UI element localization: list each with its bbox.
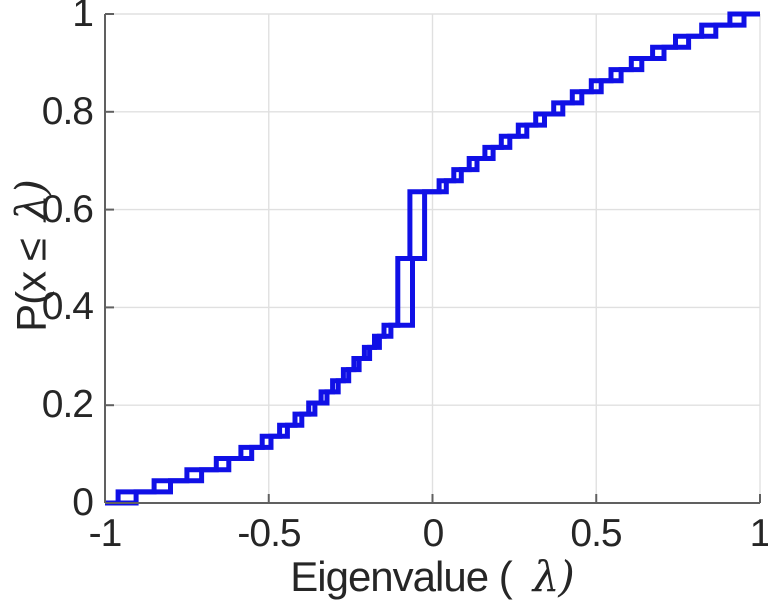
y-axis-tick-label: 1 <box>72 0 94 35</box>
x-axis-label: Eigenvalue ( λ) <box>290 552 575 600</box>
x-axis-tick-label: 0 <box>422 512 445 555</box>
y-axis-tick-label: 0.8 <box>41 90 94 133</box>
axis-lines <box>104 14 760 504</box>
x-axis-tick-label: 1 <box>749 512 768 555</box>
ecdf-curves <box>105 11 760 506</box>
x-axis-tick-label: -1 <box>88 512 123 555</box>
y-axis-label-lambda: λ) <box>6 180 56 222</box>
y-axis-label: P(x ≤ λ) <box>7 180 56 332</box>
ecdf-curve-1 <box>105 11 760 506</box>
x-axis-tick-label: 0.5 <box>570 512 622 555</box>
x-axis-label-text: Eigenvalue ( <box>290 553 512 600</box>
y-axis-tick-label: 0 <box>72 481 94 524</box>
x-axis-label-lambda: λ) <box>532 552 575 600</box>
y-axis-label-text: P(x ≤ <box>7 239 55 332</box>
y-axis-tick-label: 0.2 <box>41 383 94 426</box>
x-axis-tick-label: -0.5 <box>237 512 301 555</box>
ecdf-curve-2 <box>105 11 760 506</box>
y-axis-tick-label: 0.4 <box>41 285 94 328</box>
gridlines <box>104 13 761 504</box>
y-axis-tick-label: 0.6 <box>41 188 94 231</box>
